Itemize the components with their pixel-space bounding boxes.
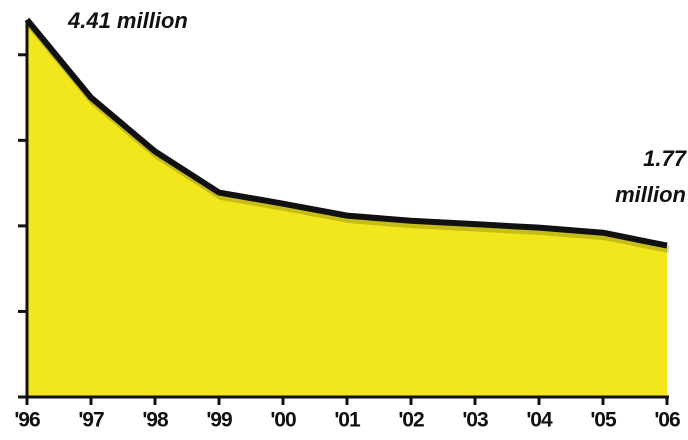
x-tick-label: '02 xyxy=(398,409,424,432)
annotation: million xyxy=(615,182,686,207)
x-tick-label: '03 xyxy=(462,409,488,432)
annotation-line: 4.41 million xyxy=(67,8,188,33)
x-tick-label: '01 xyxy=(334,409,361,432)
x-tick-label: '98 xyxy=(142,409,169,432)
x-tick-label: '06 xyxy=(654,409,680,432)
x-tick-label: '97 xyxy=(78,409,104,432)
line xyxy=(24,17,668,249)
area xyxy=(27,19,667,397)
annotation: 4.41 million xyxy=(67,8,188,33)
x-tick-label: '00 xyxy=(270,409,296,432)
x-tick-label: '04 xyxy=(526,409,553,432)
x-tick-label: '96 xyxy=(14,409,40,432)
annotation: 1.77 xyxy=(643,146,688,171)
x-tick-label: '05 xyxy=(590,409,617,432)
x-tick-label: '99 xyxy=(206,409,232,432)
